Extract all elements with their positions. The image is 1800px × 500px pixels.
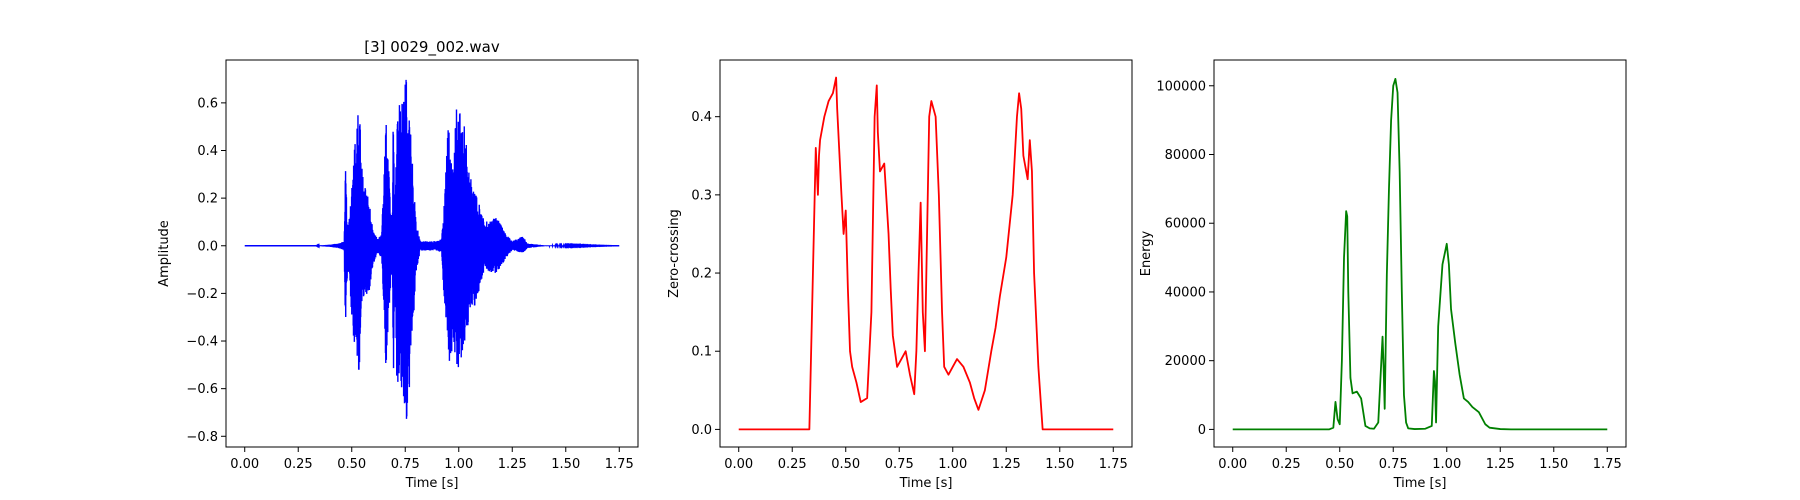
amplitude-chart: 0.00 0.25 0.50 0.75 1.00 1.25 1.50 1.75 −0.8 −0.6…: [157, 38, 639, 491]
y-tick-label: 0.4: [197, 144, 218, 159]
x-tick-label: 0.25: [1272, 457, 1301, 472]
x-tick-label: 1.75: [1593, 457, 1622, 472]
y-tick-label: 40000: [1165, 285, 1206, 300]
x-tick-label: 0.75: [885, 457, 914, 472]
y-axis-label: Amplitude: [157, 220, 172, 287]
x-axis-label: Time [s]: [899, 476, 953, 491]
x-tick-label: 0.25: [284, 457, 313, 472]
x-tick-label: 0.75: [391, 457, 420, 472]
x-tick-label: 1.00: [444, 457, 473, 472]
y-tick-label: 0.3: [691, 188, 712, 203]
x-tick-label: 1.50: [1539, 457, 1568, 472]
x-tick-label: 1.50: [1045, 457, 1074, 472]
x-tick-label: 0.00: [230, 457, 259, 472]
y-tick-label: 0.6: [197, 96, 218, 111]
y-tick-label: 0.4: [691, 110, 712, 125]
x-tick-label: 1.25: [498, 457, 527, 472]
series-group: [738, 76, 1114, 431]
x-tick-label: 1.00: [938, 457, 967, 472]
x-tick-label: 1.75: [1099, 457, 1128, 472]
series-line-0: [1232, 78, 1608, 431]
y-tick-label: −0.8: [186, 430, 218, 445]
y-axis-label: Zero-crossing: [667, 209, 682, 298]
series-line-0: [738, 76, 1114, 431]
y-tick-label: 0.0: [197, 239, 218, 254]
x-tick-label: 0.00: [1218, 457, 1247, 472]
x-tick-label: 0.75: [1379, 457, 1408, 472]
y-tick-label: 0.0: [691, 423, 712, 438]
y-tick-label: 60000: [1165, 217, 1206, 232]
x-tick-label: 1.25: [992, 457, 1021, 472]
x-tick-label: 0.50: [831, 457, 860, 472]
y-tick-label: 20000: [1165, 354, 1206, 369]
x-tick-label: 1.75: [605, 457, 634, 472]
series-group: [244, 79, 620, 419]
axes-frame: [225, 59, 639, 448]
y-tick-label: −0.4: [186, 335, 218, 350]
energy-chart: 0.00 0.25 0.50 0.75 1.00 1.25 1.50 1.75 0 20000 40…: [1139, 59, 1627, 491]
amplitude-waveform-line: [244, 79, 620, 419]
zero-crossing-chart: 0.00 0.25 0.50 0.75 1.00 1.25 1.50 1.75 0.0 0.1 0.…: [667, 59, 1133, 491]
axes-frame: [1213, 59, 1627, 448]
x-tick-label: 1.50: [551, 457, 580, 472]
y-tick-label: −0.6: [186, 382, 218, 397]
y-tick-label: 0.2: [197, 192, 218, 207]
axes-frame: [719, 59, 1133, 448]
series-group: [1232, 78, 1608, 431]
x-axis-label: Time [s]: [405, 476, 459, 491]
y-tick-label: 0.2: [691, 267, 712, 282]
y-axis-label: Energy: [1139, 230, 1154, 276]
x-axis-label: Time [s]: [1393, 476, 1447, 491]
y-tick-label: 0: [1198, 423, 1206, 438]
x-tick-label: 0.50: [337, 457, 366, 472]
x-tick-label: 1.25: [1486, 457, 1515, 472]
x-tick-label: 0.25: [778, 457, 807, 472]
x-tick-label: 1.00: [1432, 457, 1461, 472]
y-tick-label: 0.1: [691, 345, 712, 360]
chart-title: [3] 0029_002.wav: [364, 38, 500, 57]
x-tick-label: 0.00: [724, 457, 753, 472]
x-tick-label: 0.50: [1325, 457, 1354, 472]
y-tick-label: 80000: [1165, 148, 1206, 163]
y-tick-label: −0.2: [186, 287, 218, 302]
y-tick-label: 100000: [1156, 79, 1206, 94]
